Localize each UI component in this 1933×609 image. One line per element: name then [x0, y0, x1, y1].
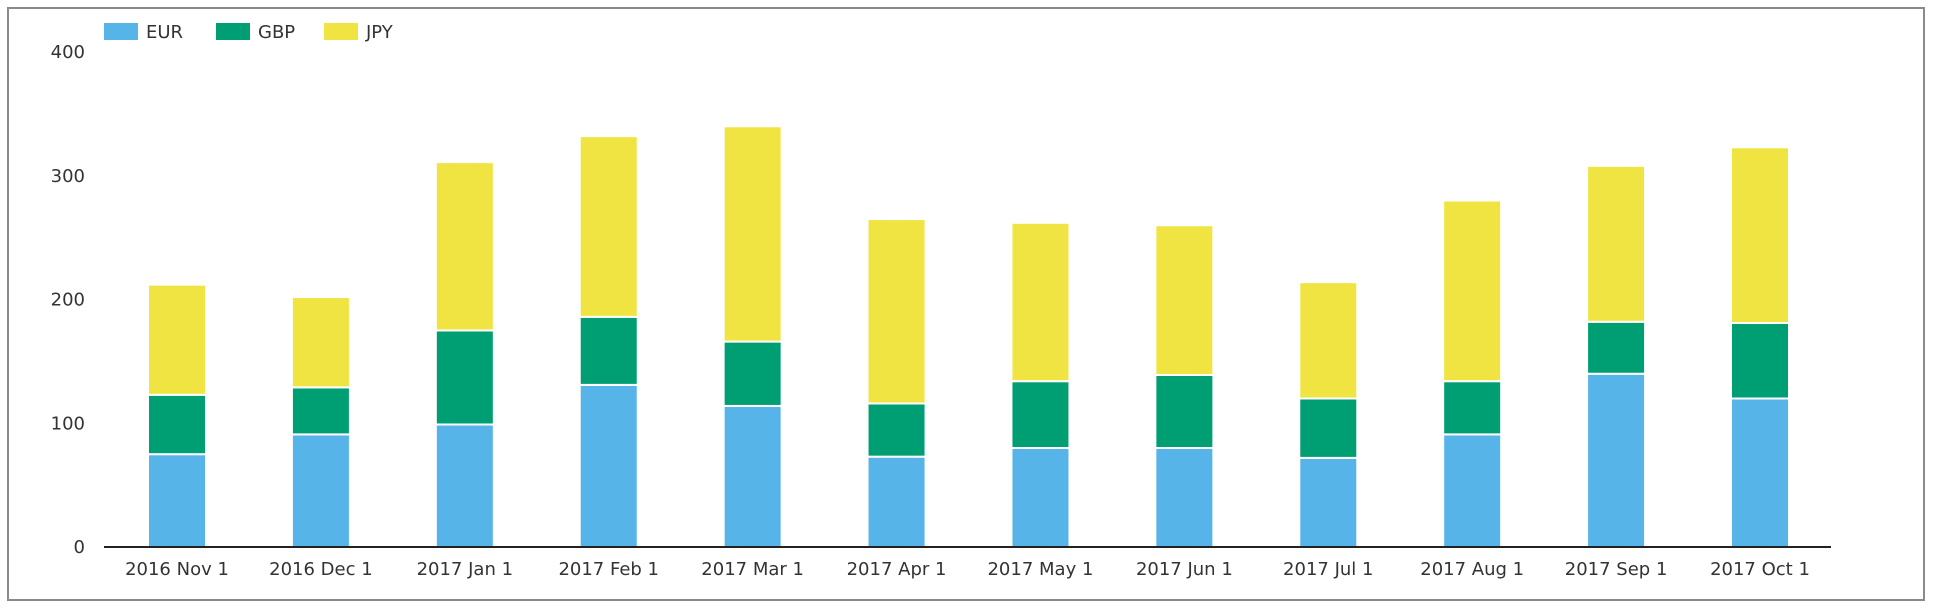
stacked-bar-chart: EUR GBP JPY 0 100 200 300 400 2016 Nov 1 2016 D… — [51, 22, 1831, 580]
x-axis: 2016 Nov 1 2016 Dec 1 2017 Jan 1 2017 Feb 1… — [104, 546, 1831, 580]
x-tick-label: 2017 May 1 — [987, 559, 1093, 580]
bar-segment-jpy — [434, 161, 495, 332]
bar-segment-jpy — [1154, 224, 1215, 376]
bar-segment-jpy — [290, 296, 351, 389]
bar-segment-gbp — [147, 393, 207, 456]
bar-segment-gbp — [1298, 397, 1359, 459]
y-tick-label: 200 — [51, 290, 85, 311]
bar-segment-jpy — [1586, 164, 1647, 323]
bar-segment-eur — [722, 404, 783, 548]
bar-segment-gbp — [290, 386, 351, 436]
legend: EUR GBP JPY — [104, 22, 394, 43]
bar-segment-gbp — [866, 402, 927, 458]
legend-swatch-gbp — [216, 23, 250, 40]
bars — [147, 125, 1790, 549]
bar-segment-gbp — [722, 340, 783, 407]
x-tick-label: 2017 Jan 1 — [417, 559, 513, 580]
bar-segment-eur — [1586, 372, 1647, 548]
y-axis: 0 100 200 300 400 — [51, 42, 85, 558]
x-tick-label: 2017 Apr 1 — [847, 559, 947, 580]
bar-segment-jpy — [147, 283, 207, 396]
y-tick-label: 400 — [51, 42, 85, 63]
bar-segment-jpy — [722, 125, 783, 343]
bar-segment-gbp — [1010, 380, 1071, 449]
x-tick-label: 2016 Dec 1 — [269, 559, 373, 580]
y-tick-label: 0 — [74, 537, 85, 558]
bar-segment-eur — [147, 453, 207, 548]
y-tick-label: 100 — [51, 413, 85, 434]
bar-segment-jpy — [1730, 146, 1790, 325]
legend-label-eur: EUR — [146, 22, 183, 43]
bar-segment-gbp — [1730, 322, 1790, 400]
y-tick-label: 300 — [51, 166, 85, 187]
bar-segment-gbp — [1154, 373, 1215, 449]
legend-swatch-eur — [104, 23, 138, 40]
bar-segment-eur — [1730, 397, 1790, 548]
x-tick-label: 2017 Jun 1 — [1136, 559, 1233, 580]
x-tick-label: 2017 Jul 1 — [1283, 559, 1373, 580]
bar-segment-gbp — [1586, 320, 1647, 375]
bar-segment-jpy — [1010, 221, 1071, 383]
bar-segment-jpy — [866, 218, 927, 405]
bar-segment-eur — [434, 423, 495, 548]
x-tick-label: 2017 Oct 1 — [1710, 559, 1810, 580]
bar-segment-eur — [1442, 433, 1503, 549]
bar-segment-eur — [1010, 447, 1071, 548]
x-tick-label: 2017 Aug 1 — [1420, 559, 1524, 580]
x-tick-label: 2017 Feb 1 — [558, 559, 659, 580]
bar-segment-eur — [578, 383, 639, 549]
x-tick-label: 2017 Sep 1 — [1565, 559, 1668, 580]
legend-label-jpy: JPY — [365, 22, 394, 43]
bar-segment-gbp — [1442, 380, 1503, 436]
bar-segment-gbp — [434, 329, 495, 426]
bar-segment-gbp — [578, 315, 639, 386]
bar-segment-eur — [866, 455, 927, 549]
bar-segment-eur — [1298, 456, 1359, 548]
bar-segment-jpy — [1298, 281, 1359, 400]
bar-segment-jpy — [1442, 199, 1503, 383]
bar-segment-eur — [1154, 447, 1215, 548]
bar-segment-eur — [290, 433, 351, 549]
legend-label-gbp: GBP — [258, 22, 295, 43]
legend-swatch-jpy — [324, 23, 358, 40]
chart-frame: EUR GBP JPY 0 100 200 300 400 2016 Nov 1 2016 D… — [7, 7, 1925, 601]
bar-segment-jpy — [578, 135, 639, 318]
x-tick-label: 2017 Mar 1 — [701, 559, 804, 580]
x-tick-label: 2016 Nov 1 — [125, 559, 229, 580]
